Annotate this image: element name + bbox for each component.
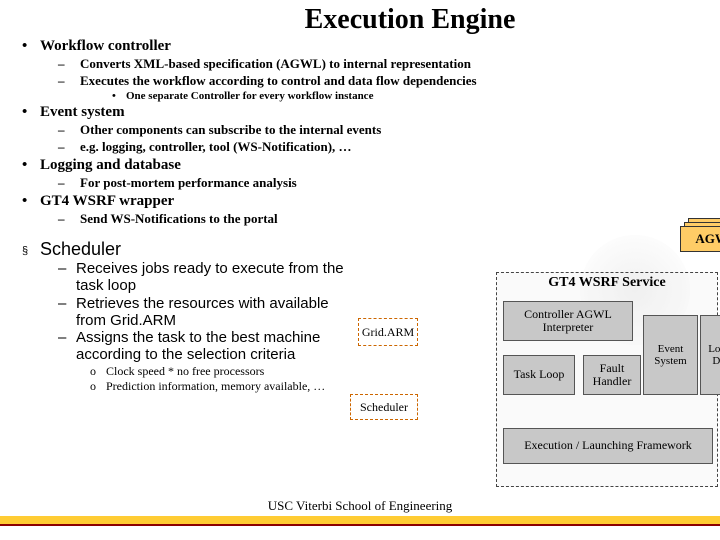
- service-label: GT4 WSRF Service: [497, 275, 717, 291]
- bullet-text: Converts XML-based specification (AGWL) …: [80, 56, 471, 72]
- bullet-event: • Event system: [22, 104, 698, 121]
- bullet-text: Assigns the task to the best machine acc…: [76, 329, 358, 364]
- bullet-text: GT4 WSRF wrapper: [40, 193, 174, 210]
- taskloop-box: Task Loop: [503, 355, 575, 395]
- dash-icon: –: [58, 260, 76, 295]
- sub-bullet: – Send WS-Notifications to the portal: [58, 211, 698, 227]
- bullet-text: Prediction information, memory available…: [106, 379, 325, 394]
- controller-box: Controller AGWL Interpreter: [503, 301, 633, 341]
- bullet-text: Other components can subscribe to the in…: [80, 122, 381, 138]
- footer-bar: [0, 516, 720, 526]
- bullet-text: Scheduler: [40, 239, 121, 260]
- bullet-wrapper: • GT4 WSRF wrapper: [22, 193, 698, 210]
- sub-bullet: – Converts XML-based specification (AGWL…: [58, 56, 698, 72]
- bullet-text: One separate Controller for every workfl…: [126, 90, 373, 102]
- bullet-text: Receives jobs ready to execute from the …: [76, 260, 358, 295]
- sub-bullet: – Retrieves the resources with available…: [58, 295, 348, 330]
- dash-icon: –: [58, 73, 80, 89]
- bullet-text: Event system: [40, 104, 125, 121]
- bullet-text: Logging and database: [40, 157, 181, 174]
- bullet-icon: •: [22, 104, 40, 121]
- sub-bullet: – e.g. logging, controller, tool (WS-Not…: [58, 139, 698, 155]
- circle-icon: o: [90, 364, 106, 379]
- dash-icon: –: [58, 175, 80, 191]
- page-title: Execution Engine: [100, 0, 720, 36]
- exec-box: Execution / Launching Framework: [503, 428, 713, 464]
- dash-icon: –: [58, 211, 80, 227]
- square-icon: §: [22, 239, 40, 260]
- bullet-text: For post-mortem performance analysis: [80, 175, 297, 191]
- bullet-text: Send WS-Notifications to the portal: [80, 211, 278, 227]
- sub-bullet: – Assigns the task to the best machine a…: [58, 329, 358, 364]
- dash-icon: –: [58, 122, 80, 138]
- circle-icon: o: [90, 379, 106, 394]
- scheduler-box: Scheduler: [350, 394, 418, 420]
- fault-box: Fault Handler: [583, 355, 641, 395]
- bullet-text: Clock speed * no free processors: [106, 364, 264, 379]
- bullet-logging: • Logging and database: [22, 157, 698, 174]
- agwl-box-front: AGWL: [680, 226, 720, 252]
- bullet-workflow: • Workflow controller: [22, 38, 698, 55]
- bullet-icon: •: [22, 157, 40, 174]
- gridarm-box: Grid.ARM: [358, 318, 418, 346]
- bullet-text: Executes the workflow according to contr…: [80, 73, 477, 89]
- sub-bullet: – For post-mortem performance analysis: [58, 175, 698, 191]
- bullet-icon: •: [22, 193, 40, 210]
- subsub-bullet: • One separate Controller for every work…: [112, 90, 698, 102]
- logdb-box: Logging & Database: [700, 315, 720, 395]
- bullet-text: e.g. logging, controller, tool (WS-Notif…: [80, 139, 352, 155]
- bullet-icon: •: [112, 90, 126, 102]
- sub-bullet: – Executes the workflow according to con…: [58, 73, 698, 89]
- eventsys-box: Event System: [643, 315, 698, 395]
- dash-icon: –: [58, 56, 80, 72]
- bullet-icon: •: [22, 38, 40, 55]
- service-container: GT4 WSRF Service Controller AGWL Interpr…: [496, 272, 718, 487]
- bullet-text: Retrieves the resources with available f…: [76, 295, 348, 330]
- sub-bullet: – Receives jobs ready to execute from th…: [58, 260, 358, 295]
- dash-icon: –: [58, 295, 76, 330]
- dash-icon: –: [58, 139, 80, 155]
- architecture-diagram: AGWL GT4 WSRF Service Controller AGWL In…: [340, 226, 720, 496]
- footer-text: USC Viterbi School of Engineering: [0, 498, 720, 514]
- dash-icon: –: [58, 329, 76, 364]
- sub-bullet: – Other components can subscribe to the …: [58, 122, 698, 138]
- bullet-text: Workflow controller: [40, 38, 171, 55]
- subsub-bullet: o Prediction information, memory availab…: [90, 379, 340, 394]
